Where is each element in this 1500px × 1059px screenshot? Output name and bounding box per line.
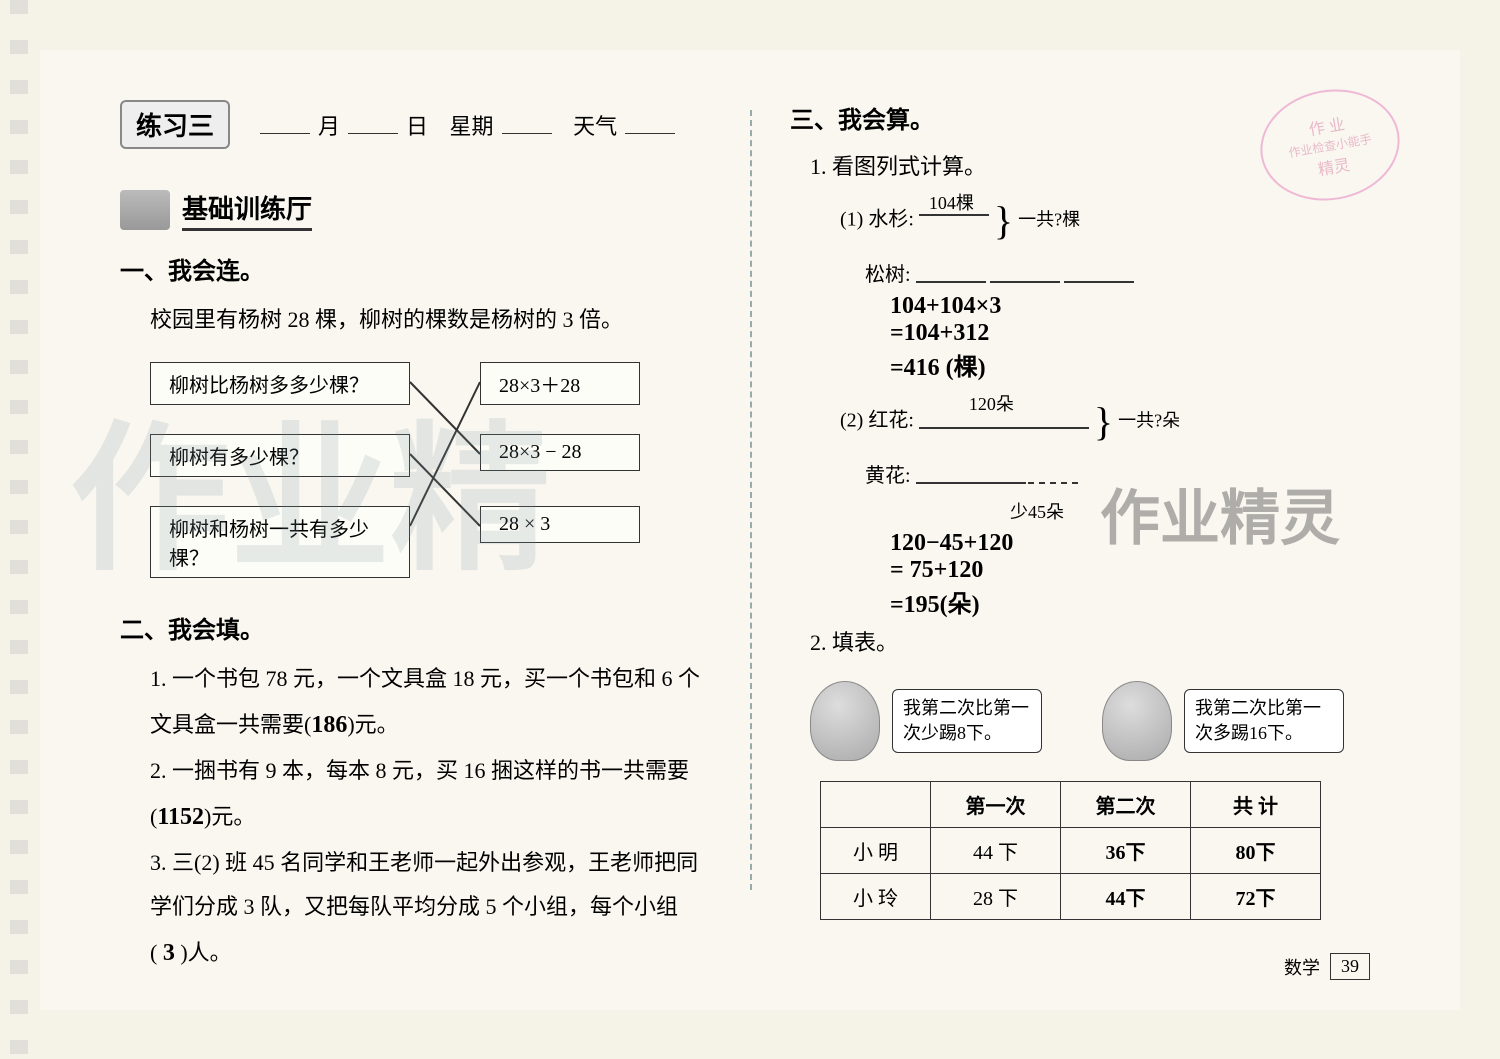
- match-left-2: 柳树和杨树一共有多少棵？: [150, 506, 410, 578]
- table-cell: 80下: [1191, 828, 1321, 874]
- page-number: 39: [1330, 953, 1370, 980]
- table-cell: 36下: [1061, 828, 1191, 874]
- section1-title: 一、我会连。: [120, 251, 710, 286]
- table-header: 第二次: [1061, 782, 1191, 828]
- calc-2: 120−45+120 = 75+120 =195(朵): [890, 530, 1400, 619]
- table-cell: 28 下: [931, 874, 1061, 920]
- table-header: 第一次: [931, 782, 1061, 828]
- table-cell: 小 玲: [821, 874, 931, 920]
- date-line: 月 日 星期 天气: [260, 109, 675, 141]
- girl-avatar-icon: [1102, 681, 1172, 761]
- matching-area: 柳树比杨树多多少棵？ 柳树有多少棵？ 柳树和杨树一共有多少棵？ 28×3＋28 28×3…: [150, 362, 710, 592]
- match-left-1: 柳树有多少棵？: [150, 434, 410, 477]
- left-column: 练习三 月 日 星期 天气 基础训练厅 一、我会连。 校园里有杨树 28 棵，柳…: [40, 50, 750, 1010]
- banner-text: 基础训练厅: [182, 189, 312, 231]
- table-cell: 72下: [1191, 874, 1321, 920]
- table-row: 小 明44 下36下80下: [821, 828, 1321, 874]
- table-cell: 小 明: [821, 828, 931, 874]
- section2-title: 二、我会填。: [120, 610, 710, 645]
- footer: 数学 39: [1284, 953, 1370, 980]
- diagram-1: (1) 水杉: 104棵 } 一共?棵 松树:: [840, 185, 1400, 293]
- table-header: [821, 782, 931, 828]
- section-banner: 基础训练厅: [120, 189, 710, 231]
- calc-1: 104+104×3 =104+312 =416 (棵): [890, 293, 1400, 382]
- speech-right: 我第二次比第一次多踢16下。: [1184, 689, 1344, 753]
- speech-left: 我第二次比第一次少踢8下。: [892, 689, 1042, 753]
- result-table: 第一次第二次共 计小 明44 下36下80下小 玲28 下44下72下: [820, 781, 1321, 920]
- q2-3: 3. 三(2) 班 45 名同学和王老师一起外出参观，王老师把同 学们分成 3 …: [150, 841, 710, 977]
- sub3-2: 2. 填表。: [810, 625, 1400, 657]
- section1-intro: 校园里有杨树 28 棵，柳树的棵数是杨树的 3 倍。: [150, 298, 710, 342]
- table-cell: 44下: [1061, 874, 1191, 920]
- answer-1: 186: [311, 712, 347, 738]
- character-right: 我第二次比第一次多踢16下。: [1102, 681, 1344, 761]
- match-right-0: 28×3＋28: [480, 362, 640, 405]
- answer-3: 3: [163, 940, 175, 966]
- diagram-2: (2) 红花: 120朵 } 一共?朵 黄花: 少45朵: [840, 386, 1400, 530]
- match-right-2: 28 × 3: [480, 506, 640, 543]
- right-column: 作 业 作业检查小能手 精灵 三、我会算。 1. 看图列式计算。 (1) 水杉:…: [750, 50, 1460, 1010]
- table-cell: 44 下: [931, 828, 1061, 874]
- match-right-1: 28×3 − 28: [480, 434, 640, 471]
- table-row: 小 玲28 下44下72下: [821, 874, 1321, 920]
- table-header: 共 计: [1191, 782, 1321, 828]
- answer-2: 1152: [157, 804, 204, 830]
- q2-1: 1. 一个书包 78 元，一个文具盒 18 元，买一个书包和 6 个文具盒一共需…: [150, 657, 710, 749]
- boy-avatar-icon: [810, 681, 880, 761]
- exercise-title: 练习三: [120, 100, 230, 149]
- scroll-icon: [120, 190, 170, 230]
- match-left-0: 柳树比杨树多多少棵？: [150, 362, 410, 405]
- footer-subject: 数学: [1284, 954, 1320, 980]
- character-left: 我第二次比第一次少踢8下。: [810, 681, 1042, 761]
- q2-2: 2. 一捆书有 9 本，每本 8 元，买 16 捆这样的书一共需要(1152)元…: [150, 749, 710, 841]
